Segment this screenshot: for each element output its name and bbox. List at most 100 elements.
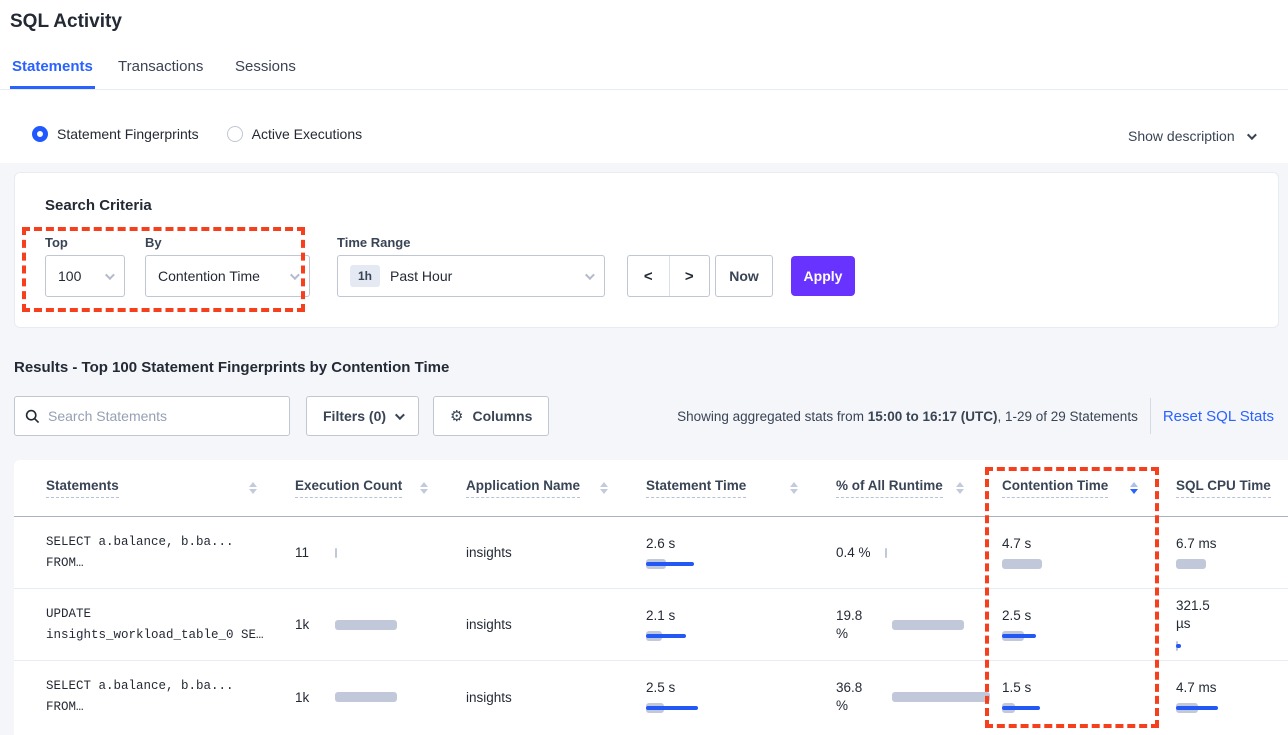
tab-bar: Statements Transactions Sessions	[0, 58, 1288, 90]
table-row: UPDATE insights_workload_table_0 SE… 1k …	[14, 589, 1288, 661]
table-header-row: Statements Execution Count Application N…	[14, 460, 1288, 517]
runtime-pct-value: 36.8 %	[836, 680, 863, 713]
chevron-down-icon	[104, 269, 115, 280]
execution-count-value: 1k	[295, 689, 310, 705]
execution-count-value: 1k	[295, 617, 310, 632]
execution-count-cell: 1k	[295, 661, 466, 733]
statement-time-cell: 2.5 s	[646, 661, 836, 733]
column-header-statement-time[interactable]: Statement Time	[646, 460, 836, 516]
stats-time-range: 15:00 to 16:17 (UTC)	[867, 408, 998, 424]
aggregated-stats-text: Showing aggregated stats from 15:00 to 1…	[677, 409, 1138, 424]
chevron-down-icon	[1246, 129, 1257, 140]
sort-icon[interactable]	[600, 482, 608, 494]
show-description-toggle[interactable]: Show description	[1128, 128, 1257, 144]
time-range-badge: 1h	[350, 265, 381, 287]
sql-cpu-time-bar	[1176, 640, 1286, 652]
sort-icon[interactable]	[956, 482, 964, 494]
chevron-down-icon	[289, 269, 300, 280]
next-time-button[interactable]: >	[668, 256, 710, 296]
previous-time-button[interactable]: <	[628, 256, 669, 296]
top-label: Top	[45, 235, 68, 250]
search-statements-box[interactable]	[14, 396, 290, 436]
radio-label: Active Executions	[251, 126, 363, 142]
filters-button-label: Filters (0)	[323, 408, 387, 424]
column-header-execution-count[interactable]: Execution Count	[295, 460, 466, 516]
time-range-value: Past Hour	[390, 268, 453, 284]
runtime-pct-value: 0.4 %	[836, 545, 871, 560]
top-select-value: 100	[58, 268, 82, 284]
runtime-pct-bar	[892, 619, 972, 631]
by-select[interactable]: Contention Time	[145, 255, 310, 297]
contention-time-cell: 1.5 s	[1002, 661, 1176, 733]
filters-button[interactable]: Filters (0)	[306, 396, 420, 436]
statement-line1: SELECT a.balance, b.ba...	[46, 534, 234, 549]
sort-icon[interactable]	[420, 482, 428, 494]
statements-table: Statements Execution Count Application N…	[14, 460, 1288, 735]
column-header-contention-time[interactable]: Contention Time	[1002, 460, 1176, 516]
radio-unselected-icon[interactable]	[226, 126, 243, 142]
time-range-label: Time Range	[337, 235, 411, 250]
tab-statements[interactable]: Statements	[10, 58, 95, 89]
radio-selected-icon[interactable]	[32, 126, 48, 142]
column-header-sql-cpu-time[interactable]: SQL CPU Time	[1176, 460, 1288, 516]
stats-prefix: Showing aggregated stats from	[677, 408, 868, 424]
contention-time-cell: 4.7 s	[1002, 517, 1176, 588]
search-criteria-panel: Search Criteria Top By Time Range 100 Co…	[14, 172, 1279, 328]
now-button[interactable]: Now	[715, 255, 773, 297]
statement-time-value: 2.6 s	[646, 535, 676, 551]
stats-suffix: , 1-29 of 29 Statements	[997, 408, 1138, 424]
now-button-label: Now	[729, 268, 759, 284]
statement-time-value: 2.1 s	[646, 607, 676, 623]
contention-time-bar	[1002, 630, 1112, 642]
statement-line1: UPDATE	[46, 606, 92, 621]
execution-count-bar	[335, 547, 415, 559]
top-select[interactable]: 100	[45, 255, 125, 297]
sort-icon[interactable]	[249, 482, 257, 494]
column-header-runtime-pct[interactable]: % of All Runtime	[836, 460, 1002, 516]
by-select-value: Contention Time	[158, 268, 260, 284]
sql-cpu-time-bar	[1176, 702, 1286, 714]
sql-cpu-time-cell: 321.5 µs	[1176, 589, 1288, 660]
contention-time-value: 4.7 s	[1002, 535, 1032, 551]
column-header-application-name[interactable]: Application Name	[466, 460, 646, 516]
execution-count-cell: 1k	[295, 589, 466, 660]
time-range-select[interactable]: 1h Past Hour	[337, 255, 605, 297]
application-name-cell: insights	[466, 589, 646, 660]
statement-time-bar	[646, 702, 756, 714]
statement-line1: SELECT a.balance, b.ba...	[46, 679, 234, 693]
radio-statement-fingerprints[interactable]: Statement Fingerprints	[32, 126, 199, 142]
column-header-label: Statement Time	[646, 478, 747, 498]
runtime-pct-cell: 36.8 %	[836, 661, 1002, 733]
toolbar-divider	[1149, 398, 1151, 434]
statement-link[interactable]: SELECT a.balance, b.ba... FROM…	[46, 517, 295, 588]
tab-transactions[interactable]: Transactions	[118, 58, 204, 75]
runtime-pct-cell: 19.8 %	[836, 589, 1002, 660]
sort-desc-icon[interactable]	[1130, 482, 1138, 494]
search-statements-input[interactable]	[48, 408, 279, 424]
chevron-down-icon	[584, 269, 595, 280]
columns-button-label: Columns	[472, 408, 533, 424]
statement-time-bar	[646, 630, 756, 642]
statement-link[interactable]: SELECT a.balance, b.ba... FROM…	[46, 661, 295, 733]
reset-sql-stats-link[interactable]: Reset SQL Stats	[1162, 407, 1274, 425]
gear-icon: ⚙	[450, 407, 464, 425]
contention-time-value: 2.5 s	[1002, 607, 1032, 623]
tab-sessions[interactable]: Sessions	[235, 58, 296, 75]
sql-cpu-time-cell: 4.7 ms	[1176, 661, 1288, 733]
sort-icon[interactable]	[790, 482, 798, 494]
runtime-pct-bar	[884, 547, 965, 559]
apply-button[interactable]: Apply	[791, 256, 855, 296]
execution-count-bar	[335, 691, 415, 703]
results-toolbar: Filters (0) ⚙ Columns Showing aggregated…	[14, 396, 1280, 436]
table-row: SELECT a.balance, b.ba... FROM… 11 insig…	[14, 517, 1288, 589]
statement-link[interactable]: UPDATE insights_workload_table_0 SE…	[46, 589, 295, 660]
radio-label: Statement Fingerprints	[57, 126, 199, 142]
radio-active-executions[interactable]: Active Executions	[226, 126, 363, 142]
sql-cpu-time-cell: 6.7 ms	[1176, 517, 1288, 588]
execution-count-value: 11	[295, 545, 310, 560]
column-header-statements[interactable]: Statements	[46, 460, 295, 516]
column-header-label: Statements	[46, 478, 119, 498]
contention-time-value: 1.5 s	[1002, 680, 1032, 695]
columns-button[interactable]: ⚙ Columns	[433, 396, 550, 436]
chevron-down-icon	[394, 409, 405, 420]
